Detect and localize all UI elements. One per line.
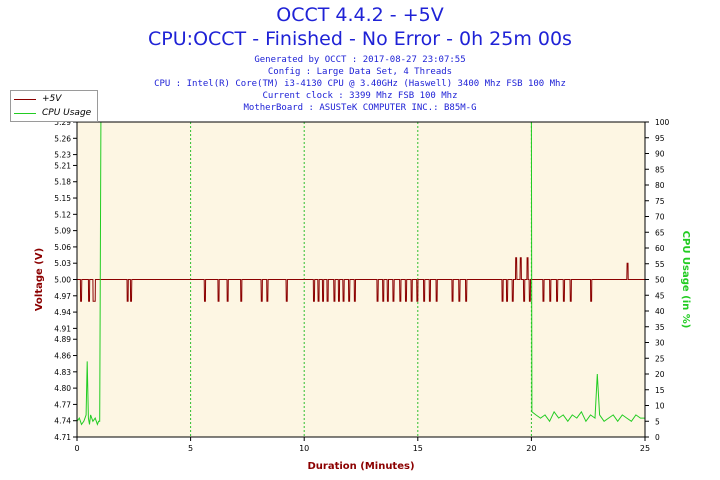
info-generated: Generated by OCCT : 2017-08-27 23:07:55 (254, 55, 466, 65)
y2-tick-label: 50 (655, 276, 665, 285)
y-tick-label: 4.86 (54, 352, 71, 361)
y2-tick-label: 15 (655, 386, 665, 395)
y2-tick-label: 35 (655, 323, 665, 332)
x-tick-label: 20 (526, 444, 536, 453)
legend-label-cpu: CPU Usage (42, 108, 92, 118)
y2-tick-label: 70 (655, 213, 665, 222)
y-tick-label: 4.71 (54, 433, 71, 442)
voltage-line (77, 257, 645, 302)
legend-swatch-voltage (14, 98, 36, 100)
y2-tick-label: 60 (655, 244, 665, 253)
y-tick-label: 4.83 (54, 368, 71, 377)
y2-tick-label: 95 (655, 134, 665, 143)
x-tick-label: 10 (299, 444, 309, 453)
legend-item-cpu: CPU Usage (14, 107, 91, 119)
y-tick-label: 5.00 (54, 276, 71, 285)
y2-axis-label: CPU Usage (in %) (680, 231, 691, 329)
y-tick-label: 5.03 (54, 259, 71, 268)
y2-tick-label: 90 (655, 150, 665, 159)
y2-tick-label: 5 (655, 417, 660, 426)
y-tick-label: 5.23 (54, 151, 71, 160)
y-tick-label: 5.18 (54, 178, 71, 187)
info-motherboard: MotherBoard : ASUSTeK COMPUTER INC.: B85… (243, 103, 477, 113)
info-config: Config : Large Data Set, 4 Threads (267, 67, 453, 77)
legend: +5V CPU Usage (10, 90, 98, 122)
info-current-clock: Current clock : 3399 Mhz FSB 100 Mhz (262, 91, 458, 101)
series-group (76, 121, 645, 426)
y2-tick-label: 55 (655, 260, 665, 269)
y2-tick-label: 25 (655, 354, 665, 363)
chart-title: OCCT 4.4.2 - +5V (276, 4, 444, 26)
legend-item-voltage: +5V (14, 93, 61, 105)
chart-subtitle: CPU:OCCT - Finished - No Error - 0h 25m … (148, 28, 572, 50)
y-tick-label: 4.77 (54, 400, 71, 409)
x-tick-label: 5 (188, 444, 193, 453)
y2-tick-label: 45 (655, 291, 665, 300)
y-tick-label: 5.09 (54, 227, 71, 236)
y-tick-label: 5.26 (54, 134, 71, 143)
y-tick-label: 5.12 (54, 210, 71, 219)
tick-labels: 0 5 10 15 20 25 4.71 4.74 4.77 4.80 4.83 4.86 4.89 4.… (54, 118, 669, 453)
y2-tick-label: 10 (655, 402, 665, 411)
y-axis-label: Voltage (V) (34, 248, 45, 311)
y2-tick-label: 30 (655, 339, 665, 348)
y-tick-label: 5.06 (54, 243, 71, 252)
y2-tick-label: 0 (655, 433, 660, 442)
y2-tick-label: 75 (655, 197, 665, 206)
y2-tick-label: 80 (655, 181, 665, 190)
y2-tick-label: 65 (655, 228, 665, 237)
x-tick-label: 25 (640, 444, 650, 453)
y2-tick-label: 40 (655, 307, 665, 316)
y2-tick-label: 85 (655, 165, 665, 174)
y-tick-label: 5.15 (54, 194, 71, 203)
y-tick-label: 4.97 (54, 292, 71, 301)
y-tick-label: 4.91 (54, 324, 71, 333)
y-tick-label: 4.89 (54, 335, 71, 344)
legend-swatch-cpu (14, 112, 36, 114)
x-tick-label: 15 (413, 444, 423, 453)
y-tick-label: 4.94 (54, 308, 71, 317)
legend-label-voltage: +5V (42, 94, 62, 104)
x-axis-label: Duration (Minutes) (307, 461, 414, 472)
cpu-usage-line (76, 121, 645, 426)
y-tick-label: 4.80 (54, 384, 71, 393)
y-tick-label: 4.74 (54, 417, 71, 426)
y-tick-label: 5.21 (54, 161, 71, 170)
y2-tick-label: 20 (655, 370, 665, 379)
y-tick-label: 5.29 (54, 118, 71, 127)
y2-tick-label: 100 (655, 118, 670, 127)
x-tick-label: 0 (74, 444, 79, 453)
info-cpu: CPU : Intel(R) Core(TM) i3-4130 CPU @ 3.… (154, 79, 566, 89)
